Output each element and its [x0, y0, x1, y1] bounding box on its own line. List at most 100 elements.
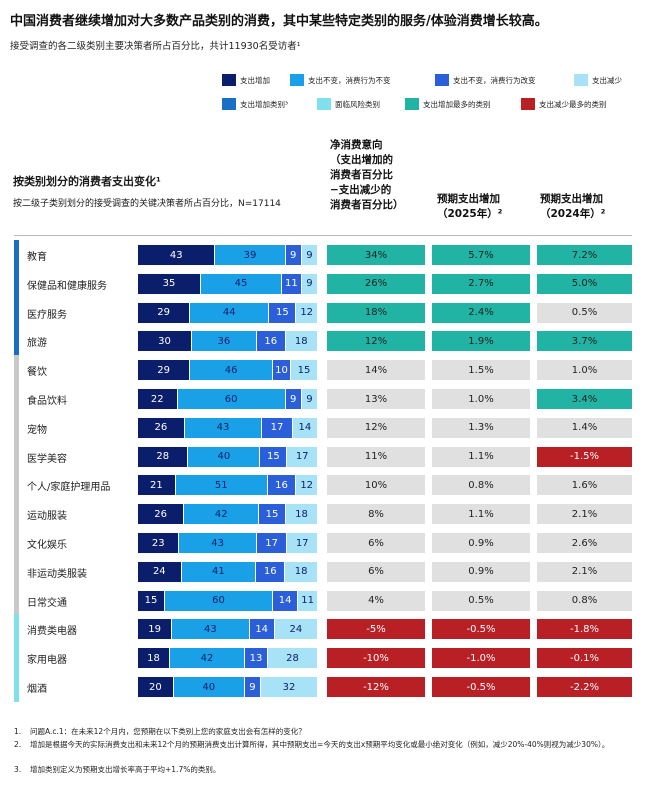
- legend-swatch: [521, 98, 535, 110]
- value-cell-net: 11%: [327, 446, 425, 467]
- bar-segment: 46: [190, 360, 273, 381]
- bar-segment: 15: [259, 504, 286, 525]
- column-header-net: 净消费意向 （支出增加的 消费者百分比 −支出减少的 消费者百分比）: [330, 138, 430, 213]
- legend-label: 面临风险类别: [335, 100, 380, 109]
- category-label: 消费类电器: [27, 626, 77, 638]
- bar-segment: 30: [138, 331, 192, 352]
- value-cell-y2025: 5.7%: [432, 245, 530, 265]
- bar-segment: 13: [244, 648, 269, 669]
- value-cell-net: 6%: [327, 533, 425, 553]
- bar-segment: 43: [172, 619, 250, 640]
- legend-label: 支出增加最多的类别: [423, 100, 491, 109]
- group-indicator-risk: [14, 614, 19, 702]
- bar-segment: 12: [296, 475, 318, 496]
- bar-segment: 9: [244, 677, 261, 697]
- bar-segment: 15: [269, 302, 297, 323]
- legend-swatch: [317, 98, 331, 110]
- value-cell-y2024: 7.2%: [537, 245, 632, 265]
- bar-segment: 43: [138, 245, 216, 265]
- group-indicator-neutral: [14, 355, 19, 616]
- bar-segment: 16: [267, 475, 297, 496]
- category-label: 文化娱乐: [27, 540, 67, 551]
- footnote-number: 3.: [14, 765, 22, 774]
- bar-segment: 9: [301, 245, 318, 265]
- bar-segment: 60: [165, 590, 273, 611]
- value-cell-net: 10%: [327, 475, 425, 496]
- column-header-line: （2024年）²: [540, 208, 606, 220]
- value-cell-y2025: 2.4%: [432, 302, 530, 323]
- value-cell-y2025: 0.8%: [432, 475, 530, 496]
- value-cell-y2024: 2.6%: [537, 533, 632, 553]
- value-cell-y2025: 1.9%: [432, 331, 530, 352]
- value-cell-net: 13%: [327, 389, 425, 409]
- column-header-line: 净消费意向: [330, 139, 383, 151]
- bar-segment: 43: [179, 533, 257, 553]
- column-header-line: 消费者百分比）: [330, 199, 404, 211]
- value-cell-y2025: 1.0%: [432, 389, 530, 409]
- bar-segment: 39: [215, 245, 286, 265]
- bar-segment: 21: [138, 475, 176, 496]
- bar-segment: 19: [138, 619, 173, 640]
- legend-swatch: [222, 98, 236, 110]
- value-cell-y2024: 1.4%: [537, 417, 632, 438]
- category-label: 日常交通: [27, 597, 67, 609]
- value-cell-y2024: -0.1%: [537, 648, 632, 669]
- value-cell-y2025: -0.5%: [432, 619, 530, 640]
- value-cell-y2024: 1.0%: [537, 360, 632, 381]
- category-label: 家用电器: [27, 655, 67, 667]
- bar-segment: 42: [170, 648, 245, 669]
- bar-segment: 36: [192, 331, 257, 352]
- bar-segment: 14: [249, 619, 275, 640]
- bar-segment: 32: [260, 677, 318, 697]
- column-header-line: 预期支出增加: [437, 193, 500, 205]
- value-cell-net: 4%: [327, 590, 425, 611]
- category-label: 医学美容: [27, 453, 67, 465]
- value-cell-y2024: 0.5%: [537, 302, 632, 323]
- column-header-line: （2025年）²: [437, 208, 503, 220]
- category-label: 宠物: [27, 424, 47, 436]
- bar-segment: 9: [285, 245, 302, 265]
- bar-segment: 41: [181, 561, 257, 582]
- bar-segment: 43: [184, 417, 263, 438]
- bar-segment: 12: [296, 302, 318, 323]
- legend-swatch: [574, 74, 588, 86]
- bar-segment: 11: [298, 590, 318, 611]
- bar-segment: 24: [138, 561, 182, 582]
- bar-segment: 28: [138, 446, 189, 467]
- bar-segment: 60: [177, 389, 286, 409]
- bar-segment: 9: [301, 389, 318, 409]
- legend-swatch: [222, 74, 236, 86]
- footnote-number: 2.: [14, 740, 22, 749]
- bar-segment: 26: [138, 417, 185, 438]
- bar-segment: 29: [138, 360, 191, 381]
- value-cell-y2024: -1.8%: [537, 619, 632, 640]
- value-cell-y2025: 1.1%: [432, 446, 530, 467]
- bar-segment: 16: [256, 561, 286, 582]
- category-label: 个人/家庭护理用品: [27, 482, 111, 494]
- value-cell-net: -10%: [327, 648, 425, 669]
- category-label: 医疗服务: [27, 309, 67, 321]
- value-cell-net: 8%: [327, 504, 425, 525]
- value-cell-y2025: -1.0%: [432, 648, 530, 669]
- category-label: 非运动类服装: [27, 568, 87, 580]
- bar-segment: 15: [138, 590, 165, 611]
- bar-segment: 17: [262, 417, 293, 438]
- category-label: 餐饮: [27, 367, 47, 379]
- value-cell-net: -12%: [327, 677, 425, 697]
- page-title: 中国消费者继续增加对大多数产品类别的消费，其中某些特定类别的服务/体验消费增长较…: [10, 14, 548, 29]
- bar-segment: 24: [274, 619, 318, 640]
- footnote-number: 1.: [14, 727, 22, 736]
- value-cell-y2025: 0.5%: [432, 590, 530, 611]
- value-cell-y2024: 5.0%: [537, 273, 632, 294]
- bar-segment: 51: [175, 475, 268, 496]
- value-cell-net: 12%: [327, 417, 425, 438]
- legend-label: 支出减少最多的类别: [539, 100, 607, 109]
- bar-segment: 23: [138, 533, 180, 553]
- bar-segment: 17: [287, 446, 318, 467]
- bar-segment: 10: [273, 360, 291, 381]
- footnote: 3. 增加类别定义为预期支出增长率高于平均+1.7%的类别。: [14, 764, 639, 776]
- category-label: 运动服装: [27, 511, 67, 523]
- value-cell-y2025: 0.9%: [432, 533, 530, 553]
- legend-swatch: [435, 74, 449, 86]
- value-cell-y2024: -1.5%: [537, 446, 632, 467]
